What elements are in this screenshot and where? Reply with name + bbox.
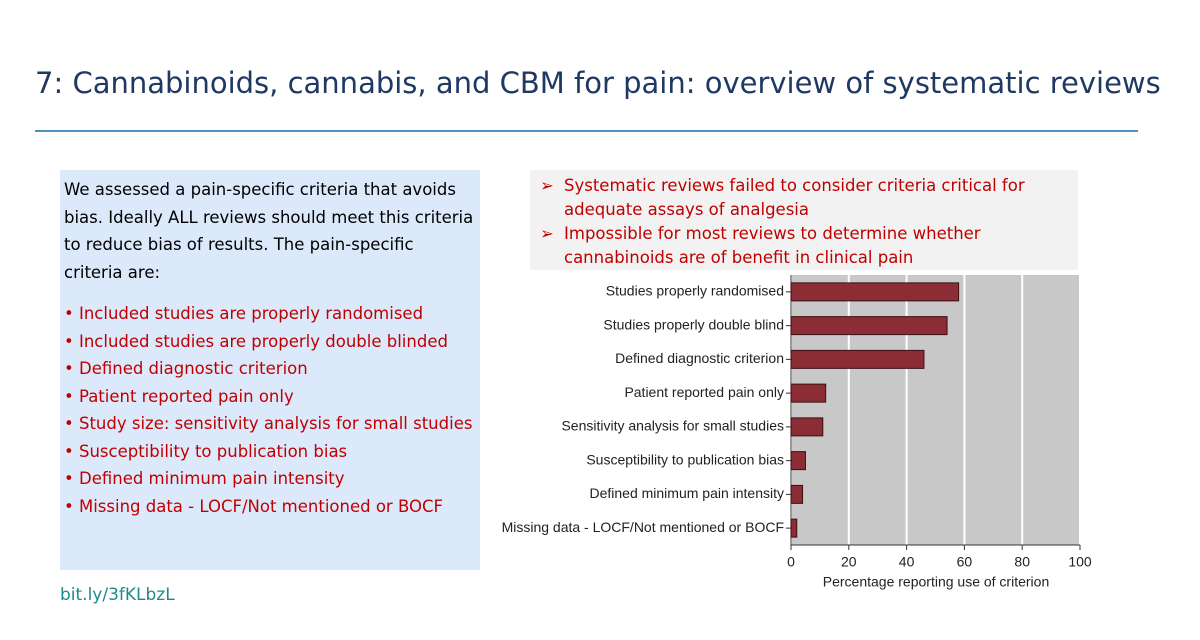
x-tick-label: 0	[787, 554, 795, 570]
x-tick-label: 40	[899, 554, 915, 570]
criterion: Missing data - LOCF/Not mentioned or BOC…	[64, 493, 476, 521]
criterion: Included studies are properly double bli…	[64, 328, 476, 356]
callout-list: Systematic reviews failed to consider cr…	[538, 174, 1070, 270]
x-tick-label: 100	[1068, 554, 1092, 570]
link-text: bit.ly/3fKLbzL	[60, 585, 175, 605]
y-tick-label: Studies properly randomised	[606, 283, 784, 299]
y-tick-label: Studies properly double blind	[603, 316, 784, 332]
y-tick-label: Defined diagnostic criterion	[615, 350, 784, 366]
y-tick-label: Sensitivity analysis for small studies	[561, 418, 784, 434]
bar	[790, 316, 948, 336]
bar	[790, 518, 798, 538]
plot-area	[791, 275, 1080, 545]
callout: Systematic reviews failed to consider cr…	[540, 174, 1070, 222]
x-tick-label: 20	[841, 554, 857, 570]
criterion: Susceptibility to publication bias	[64, 438, 476, 466]
intro-text: We assessed a pain-specific criteria tha…	[64, 180, 474, 282]
title-rule	[35, 130, 1138, 132]
y-tick-label: Missing data - LOCF/Not mentioned or BOC…	[502, 519, 784, 535]
y-tick-label: Susceptibility to publication bias	[586, 451, 784, 467]
callout: Impossible for most reviews to determine…	[540, 222, 1070, 270]
x-tick-label: 80	[1014, 554, 1030, 570]
bar	[790, 349, 925, 369]
criteria-list: Included studies are properly randomised…	[64, 300, 476, 520]
bar	[790, 282, 960, 302]
bar	[790, 484, 804, 504]
bar	[790, 451, 806, 471]
x-axis-label: Percentage reporting use of criterion	[823, 574, 1049, 590]
criterion: Included studies are properly randomised	[64, 300, 476, 328]
criteria-box: We assessed a pain-specific criteria tha…	[60, 170, 480, 570]
x-tick-label: 60	[957, 554, 973, 570]
bar	[790, 417, 824, 437]
criterion: Defined minimum pain intensity	[64, 465, 476, 493]
callout-box: Systematic reviews failed to consider cr…	[530, 170, 1078, 270]
bar	[790, 383, 827, 403]
criterion: Patient reported pain only	[64, 383, 476, 411]
criterion: Study size: sensitivity analysis for sma…	[64, 410, 476, 438]
criterion: Defined diagnostic criterion	[64, 355, 476, 383]
y-tick-label: Patient reported pain only	[624, 384, 784, 400]
slide-title: 7: Cannabinoids, cannabis, and CBM for p…	[35, 66, 1161, 100]
y-tick-label: Defined minimum pain intensity	[589, 485, 784, 501]
